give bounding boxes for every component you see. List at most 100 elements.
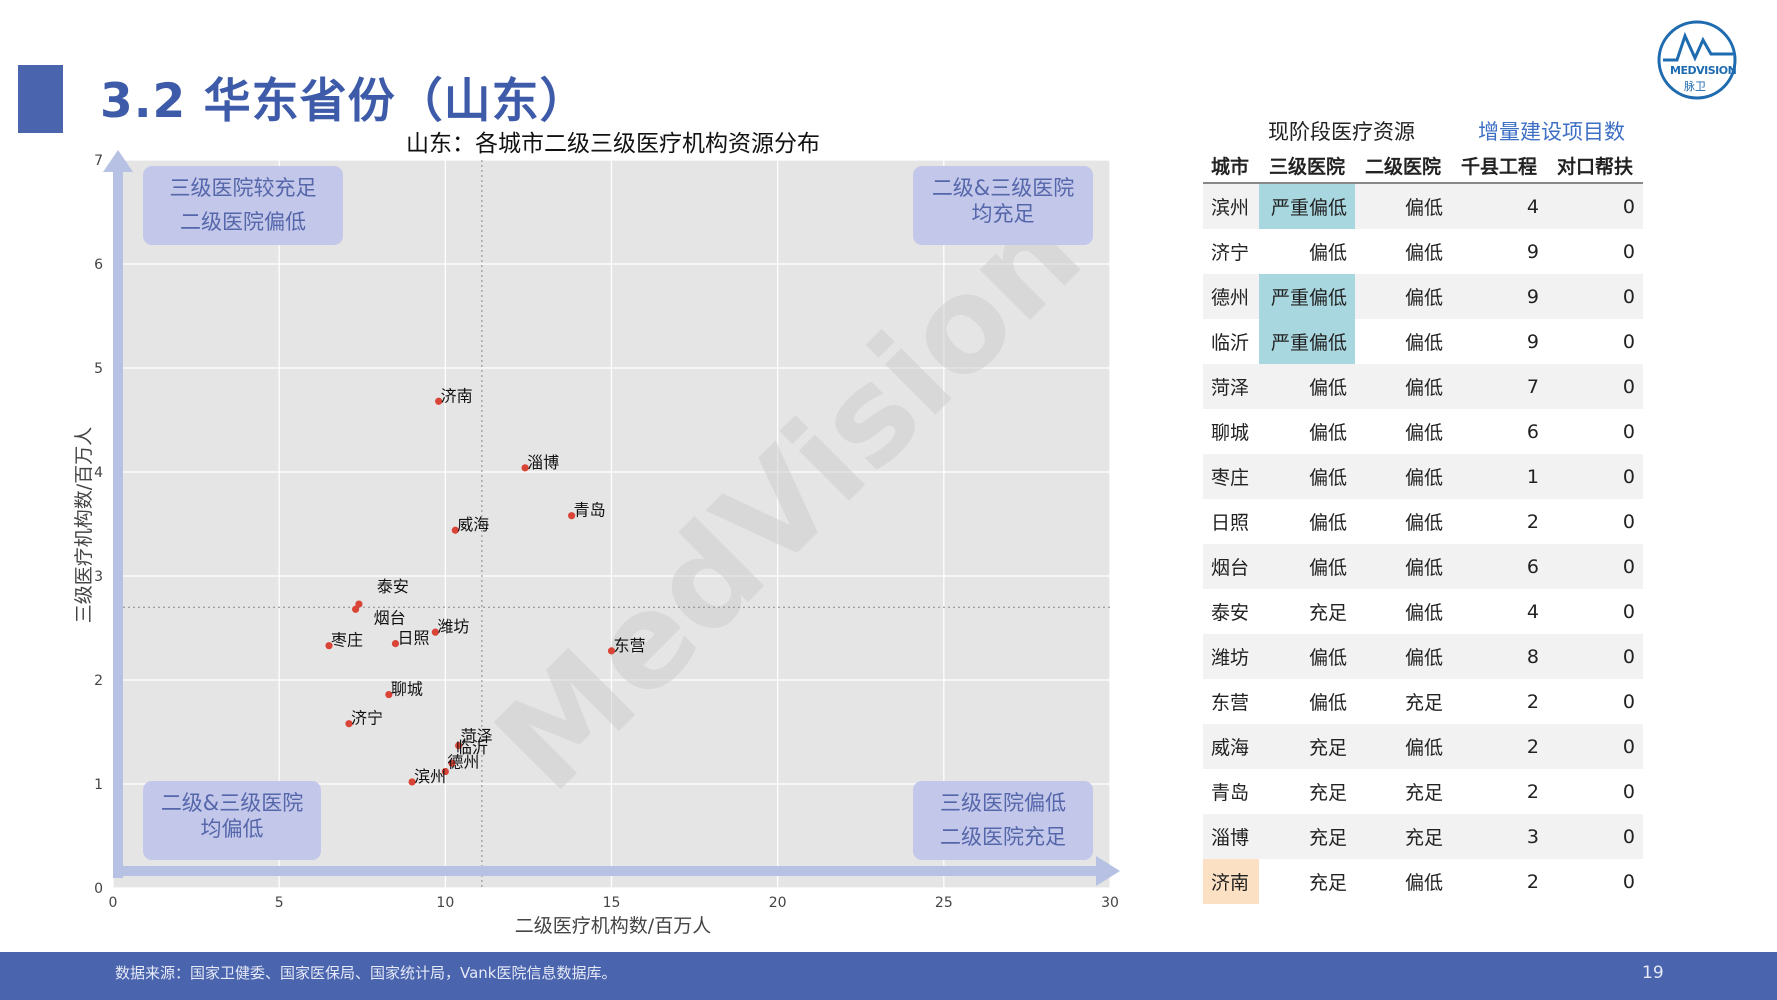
table-cell-city: 泰安 <box>1211 602 1250 624</box>
table-row: 东营 偏低 充足 2 0 <box>1203 679 1643 724</box>
table-cell-paired-assistance: 0 <box>1622 870 1635 893</box>
table-cell-county-project: 4 <box>1526 600 1539 623</box>
data-point <box>451 526 459 534</box>
point-label: 青岛 <box>574 501 606 520</box>
table-cell-city: 临沂 <box>1211 332 1250 354</box>
footer-bar <box>0 952 1777 1000</box>
table-cell-tier2: 偏低 <box>1355 724 1451 769</box>
table-cell-city: 济南 <box>1203 859 1259 904</box>
table-cell-tier2: 偏低 <box>1355 544 1451 589</box>
table-cell-city: 枣庄 <box>1203 454 1259 499</box>
table-cell-tier2: 充足 <box>1355 814 1451 859</box>
table-cell-tier3: 偏低 <box>1308 692 1347 714</box>
point-label: 潍坊 <box>437 617 469 636</box>
x-tick-label: 15 <box>603 895 621 911</box>
table-cell-paired-assistance: 0 <box>1547 274 1643 319</box>
page-number: 19 <box>1642 963 1664 983</box>
title-accent-bar <box>18 65 63 133</box>
quadrant-label: 均偏低 <box>201 817 264 841</box>
table-cell-tier3: 偏低 <box>1308 422 1347 444</box>
table-cell-city: 菏泽 <box>1203 364 1259 409</box>
table-row: 烟台 偏低 偏低 6 0 <box>1203 544 1643 589</box>
table-row: 滨州 严重偏低 偏低 4 0 <box>1203 183 1643 229</box>
table-cell-tier3: 偏低 <box>1259 454 1355 499</box>
table-cell-tier2: 偏低 <box>1404 422 1443 444</box>
table-cell-tier2: 充足 <box>1404 782 1443 804</box>
table-row: 淄博 充足 充足 3 0 <box>1203 814 1643 859</box>
table-cell-tier3: 偏低 <box>1308 242 1347 264</box>
table-cell-tier2: 偏低 <box>1355 454 1451 499</box>
table-cell-tier2: 偏低 <box>1355 183 1451 229</box>
table-cell-paired-assistance: 0 <box>1622 600 1635 623</box>
data-point <box>385 690 393 699</box>
col-header-paired-assistance: 对口帮扶 <box>1547 148 1643 184</box>
table-cell-city: 滨州 <box>1203 183 1259 229</box>
x-tick-label: 30 <box>1101 895 1119 911</box>
table-cell-paired-assistance: 0 <box>1622 240 1635 263</box>
y-tick-label: 6 <box>94 257 103 273</box>
x-tick-label: 5 <box>275 895 284 911</box>
table-cell-tier2: 充足 <box>1404 692 1443 714</box>
table-cell-tier3: 严重偏低 <box>1259 319 1355 364</box>
point-label: 聊城 <box>391 680 423 699</box>
table-cell-county-project: 9 <box>1526 240 1539 263</box>
table-row: 德州 严重偏低 偏低 9 0 <box>1203 274 1643 319</box>
point-label: 枣庄 <box>331 631 363 650</box>
table-cell-county-project: 7 <box>1451 364 1547 409</box>
table-cell-tier3: 严重偏低 <box>1259 274 1355 319</box>
data-point <box>408 778 416 786</box>
data-point <box>448 759 456 767</box>
quadrant-label: 三级医院偏低 <box>940 791 1066 815</box>
y-tick-label: 3 <box>94 569 103 585</box>
quadrant-label: 三级医院较充足 <box>170 176 317 200</box>
col-header-county-project: 千县工程 <box>1451 148 1547 184</box>
table-cell-county-project: 2 <box>1451 724 1547 769</box>
table-cell-county-project: 2 <box>1526 870 1539 893</box>
table-cell-county-project: 6 <box>1451 544 1547 589</box>
table-cell-tier2: 偏低 <box>1404 512 1443 534</box>
table-cell-city: 德州 <box>1203 274 1259 319</box>
table-cell-county-project: 9 <box>1526 330 1539 353</box>
table-cell-paired-assistance: 0 <box>1622 510 1635 533</box>
point-label: 泰安 <box>377 577 409 596</box>
table-row: 济宁 偏低 偏低 9 0 <box>1203 229 1643 274</box>
col-header-tier2: 二级医院 <box>1355 148 1451 184</box>
quadrant-label: 二级医院充足 <box>940 825 1066 849</box>
resource-table: 城市 三级医院 二级医院 千县工程 对口帮扶 滨州 严重偏低 偏低 4 0 济宁 偏低 偏低 9… <box>1203 148 1643 904</box>
table-cell-tier2: 偏低 <box>1355 634 1451 679</box>
table-cell-tier3: 充足 <box>1308 782 1347 804</box>
y-axis-arrow-head <box>103 150 133 172</box>
table-cell-city: 聊城 <box>1211 422 1250 444</box>
data-point <box>391 640 400 648</box>
table-cell-city: 淄博 <box>1203 814 1259 859</box>
point-label: 烟台 <box>374 608 406 627</box>
table-cell-tier2: 偏低 <box>1404 332 1443 354</box>
data-point <box>455 741 463 750</box>
logo-subtext: 脉卫 <box>1684 80 1706 93</box>
logo-text: MEDVISION <box>1670 64 1737 77</box>
data-point <box>435 397 443 405</box>
y-tick-label: 0 <box>94 881 103 897</box>
col-header-tier3: 三级医院 <box>1259 148 1355 184</box>
table-cell-tier3: 充足 <box>1308 872 1347 894</box>
table-cell-tier2: 偏低 <box>1404 872 1443 894</box>
table-row: 青岛 充足 充足 2 0 <box>1203 769 1643 814</box>
table-cell-city: 潍坊 <box>1203 634 1259 679</box>
point-label: 德州 <box>447 753 479 772</box>
data-point <box>431 628 439 636</box>
data-point <box>345 720 353 728</box>
table-cell-paired-assistance: 0 <box>1622 420 1635 443</box>
data-point <box>521 464 529 472</box>
table-cell-tier2: 偏低 <box>1355 274 1451 319</box>
x-tick-label: 0 <box>109 895 118 911</box>
table-cell-paired-assistance: 0 <box>1547 364 1643 409</box>
table-cell-tier3: 充足 <box>1308 602 1347 624</box>
table-cell-tier3: 偏低 <box>1259 544 1355 589</box>
table-cell-city: 济宁 <box>1211 242 1250 264</box>
chart-title: 山东：各城市二级三级医疗机构资源分布 <box>406 131 820 157</box>
x-axis-arrow-shaft <box>120 866 1100 876</box>
point-label: 菏泽 <box>461 727 493 746</box>
table-cell-tier2: 偏低 <box>1404 602 1443 624</box>
table-cell-paired-assistance: 0 <box>1547 454 1643 499</box>
